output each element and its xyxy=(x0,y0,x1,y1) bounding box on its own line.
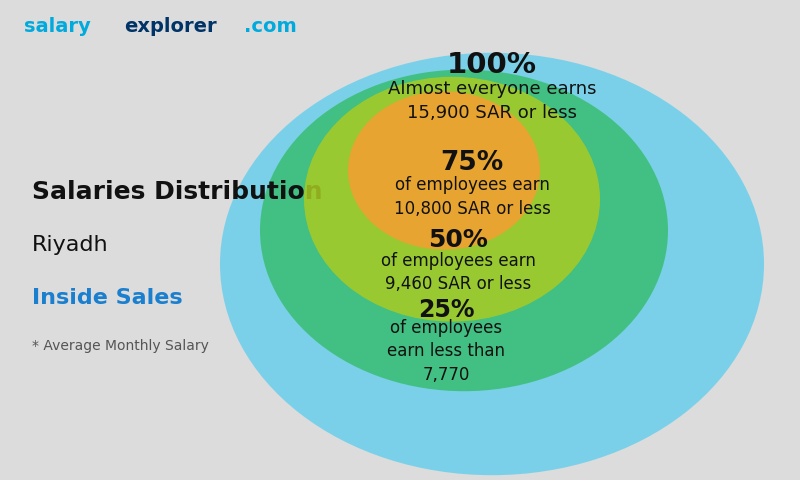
Text: * Average Monthly Salary: * Average Monthly Salary xyxy=(32,338,209,353)
Text: 25%: 25% xyxy=(418,298,474,322)
Text: Almost everyone earns
15,900 SAR or less: Almost everyone earns 15,900 SAR or less xyxy=(388,80,596,121)
Text: of employees earn
10,800 SAR or less: of employees earn 10,800 SAR or less xyxy=(394,176,550,217)
Text: 100%: 100% xyxy=(447,51,537,79)
Text: 75%: 75% xyxy=(440,150,504,176)
Text: Inside Sales: Inside Sales xyxy=(32,288,182,308)
Text: explorer: explorer xyxy=(124,17,217,36)
Text: of employees
earn less than
7,770: of employees earn less than 7,770 xyxy=(387,319,506,384)
Text: salary: salary xyxy=(24,17,90,36)
Text: 50%: 50% xyxy=(429,228,488,252)
Text: of employees earn
9,460 SAR or less: of employees earn 9,460 SAR or less xyxy=(381,252,536,293)
Ellipse shape xyxy=(304,77,600,322)
Ellipse shape xyxy=(260,70,668,391)
Text: Salaries Distribution: Salaries Distribution xyxy=(32,180,322,204)
Ellipse shape xyxy=(348,91,540,250)
Text: Riyadh: Riyadh xyxy=(32,235,109,255)
Text: .com: .com xyxy=(244,17,297,36)
Ellipse shape xyxy=(220,53,764,475)
